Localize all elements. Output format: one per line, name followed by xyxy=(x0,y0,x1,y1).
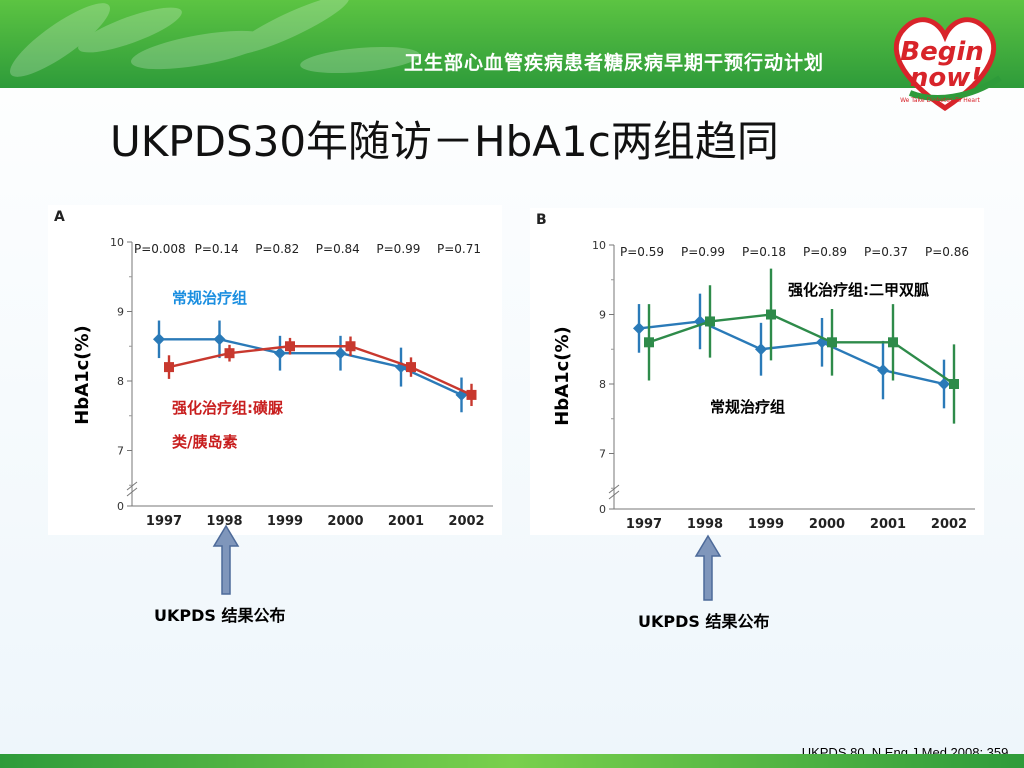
data-point-diamond xyxy=(334,347,347,360)
series-line xyxy=(159,338,463,396)
slide-title: UKPDS30年随访－HbA1c两组趋同 xyxy=(110,117,779,166)
data-point-diamond xyxy=(816,336,828,349)
x-tick-label: 2000 xyxy=(327,514,363,529)
data-point-diamond xyxy=(213,333,226,346)
x-tick-label: 2002 xyxy=(448,514,484,529)
logo-text-2: now! xyxy=(910,63,982,93)
axis-break-mark xyxy=(126,481,138,491)
data-point-square xyxy=(827,337,837,348)
series-line xyxy=(648,313,955,385)
x-tick-label: 1998 xyxy=(206,514,242,529)
x-tick-label: 2002 xyxy=(931,517,967,532)
arrow-up-icon xyxy=(212,524,240,595)
data-point-square xyxy=(705,316,715,327)
p-value-label: P=0.89 xyxy=(803,245,847,259)
chart-b-svg: B 0 7 8 9 10 HbA1c(%) 1997 1998 1999 2000 2001 2002 P… xyxy=(536,212,975,532)
arrow-up-icon xyxy=(694,534,722,601)
y-tick-label: 8 xyxy=(117,375,124,388)
chart-a-svg: A 0 7 8 9 10 HbA1c(%) 1997 1998 1999 2000 2001 2002 P… xyxy=(54,209,493,529)
x-tick-label: 2000 xyxy=(809,517,845,532)
y-tick-label: 9 xyxy=(599,309,606,322)
data-point-square xyxy=(766,309,776,320)
data-point-square xyxy=(949,379,959,389)
y-tick-label: 7 xyxy=(117,445,124,458)
arrow-caption-a: UKPDS 结果公布 xyxy=(154,606,286,625)
p-value-label: P=0.99 xyxy=(681,245,725,259)
banner-title: 卫生部心血管疾病患者糖尿病早期干预行动计划 xyxy=(404,52,825,74)
chart-panel-a: A 0 7 8 9 10 HbA1c(%) 1997 1998 1999 2000 2001 2002 P… xyxy=(48,205,502,535)
axis-break-mark xyxy=(608,490,620,500)
y-tick-label: 7 xyxy=(599,448,606,461)
axis-break-mark xyxy=(608,484,620,494)
series-line xyxy=(168,345,473,396)
data-point-diamond xyxy=(755,343,767,356)
data-point-diamond xyxy=(633,322,645,335)
data-point-diamond xyxy=(694,315,706,328)
y-tick-label: 9 xyxy=(117,306,124,319)
data-point-square xyxy=(466,389,477,400)
data-point-diamond xyxy=(938,378,950,390)
x-tick-label: 1999 xyxy=(748,517,784,532)
begin-now-logo: Begin now! We Take Diabetes To Heart xyxy=(893,17,1002,112)
logo-text-1: Begin xyxy=(900,37,983,67)
y-tick-label: 10 xyxy=(110,236,124,249)
data-point-square xyxy=(345,341,356,352)
series-label-intensive-cont: 类/胰岛素 xyxy=(172,433,237,451)
header-banner: 卫生部心血管疾病患者糖尿病早期干预行动计划 xyxy=(0,0,1024,88)
series-label-conventional: 常规治疗组 xyxy=(172,289,247,307)
x-tick-label: 2001 xyxy=(870,517,906,532)
x-tick-label: 1998 xyxy=(687,517,723,532)
data-point-square xyxy=(224,348,235,359)
p-value-label: P=0.18 xyxy=(742,245,786,259)
y-tick-label: 0 xyxy=(599,503,606,516)
p-value-label: P=0.59 xyxy=(620,245,664,259)
p-value-label: P=0.86 xyxy=(925,245,969,259)
data-point-square xyxy=(644,337,654,348)
y-axis-label: HbA1c(%) xyxy=(72,325,93,425)
x-tick-label: 1997 xyxy=(146,514,182,529)
series-label-intensive: 强化治疗组:二甲双胍 xyxy=(788,281,929,299)
data-point-square xyxy=(285,341,295,352)
hands-decoration-icon xyxy=(10,0,420,77)
bottom-bar xyxy=(0,754,1024,768)
p-value-label: P=0.99 xyxy=(376,242,420,256)
arrow-caption-b: UKPDS 结果公布 xyxy=(638,612,770,631)
data-point-diamond xyxy=(153,333,165,346)
data-point-diamond xyxy=(274,347,286,360)
p-value-label: P=0.82 xyxy=(255,242,299,256)
panel-label: A xyxy=(54,209,65,225)
data-point-square xyxy=(888,337,898,348)
data-point-diamond xyxy=(877,364,889,377)
p-value-label: P=0.84 xyxy=(316,242,360,256)
data-point-square xyxy=(164,362,174,373)
axis-break-mark xyxy=(126,487,138,497)
logo-tagline: We Take Diabetes To Heart xyxy=(900,97,980,104)
x-tick-label: 1999 xyxy=(267,514,303,529)
p-value-label: P=0.14 xyxy=(195,242,239,256)
series-label-conventional: 常规治疗组 xyxy=(710,398,785,416)
p-value-label: P=0.37 xyxy=(864,245,908,259)
p-value-label: P=0.71 xyxy=(437,242,481,256)
panel-label: B xyxy=(536,212,547,228)
x-tick-label: 2001 xyxy=(388,514,424,529)
y-tick-label: 10 xyxy=(592,239,606,252)
y-axis-label: HbA1c(%) xyxy=(552,326,573,426)
chart-panel-b: B 0 7 8 9 10 HbA1c(%) 1997 1998 1999 2000 2001 2002 P… xyxy=(530,208,984,535)
series-label-intensive: 强化治疗组:磺脲 xyxy=(172,399,284,417)
y-tick-label: 0 xyxy=(117,500,124,513)
x-tick-label: 1997 xyxy=(626,517,662,532)
y-tick-label: 8 xyxy=(599,378,606,391)
p-value-label: P=0.008 xyxy=(134,242,186,256)
data-point-square xyxy=(406,362,416,373)
